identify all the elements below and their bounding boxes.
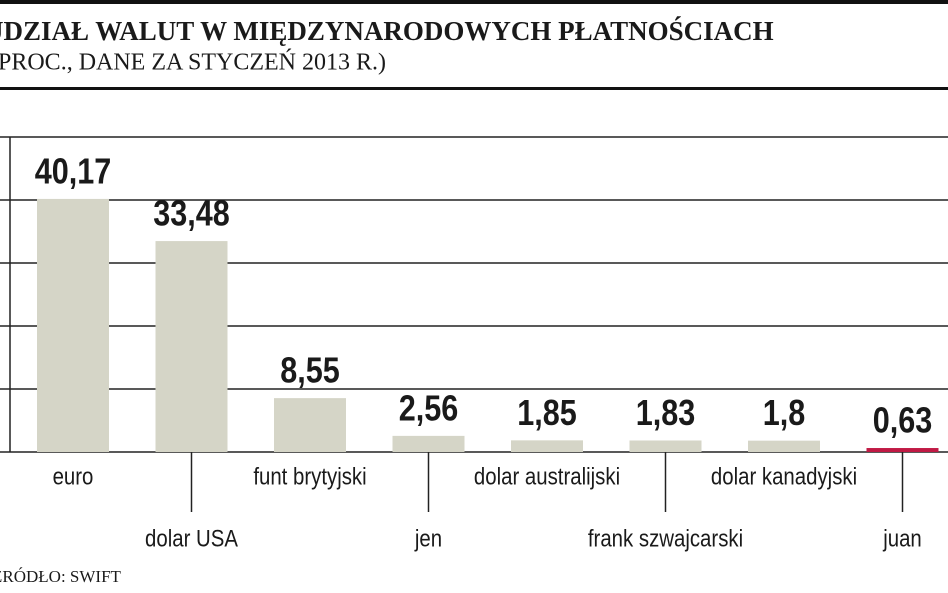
x-tick-label: funt brytyjski xyxy=(253,463,366,490)
chart-subtitle: (PROC., DANE ZA STYCZEŃ 2013 R.) xyxy=(0,50,386,76)
x-tick-label: dolar kanadyjski xyxy=(711,463,857,490)
value-label: 8,55 xyxy=(280,351,340,391)
x-tick-label: dolar USA xyxy=(145,525,238,552)
source: ŹRÓDŁO: SWIFT xyxy=(0,567,122,586)
value-label: 33,48 xyxy=(153,194,230,234)
value-label: 0,63 xyxy=(873,401,933,441)
header-rule xyxy=(0,87,948,90)
bar xyxy=(511,440,583,452)
bar xyxy=(274,398,346,452)
value-label: 2,56 xyxy=(399,389,459,429)
value-label: 1,85 xyxy=(517,394,577,434)
value-label: 1,8 xyxy=(763,394,806,434)
value-label: 1,83 xyxy=(636,394,696,434)
x-tick-label: dolar australijski xyxy=(474,463,620,490)
x-tick-label: juan xyxy=(882,525,921,552)
bar xyxy=(866,448,939,452)
x-tick-label: euro xyxy=(53,463,94,490)
x-tick-label: jen xyxy=(414,525,442,552)
top-rule xyxy=(0,0,948,4)
x-tick-label: frank szwajcarski xyxy=(588,525,743,552)
bar xyxy=(155,241,228,452)
chart-title: UDZIAŁ WALUT W MIĘDZYNARODOWYCH PŁATNOŚC… xyxy=(0,16,774,46)
bar xyxy=(629,440,702,452)
bar xyxy=(392,435,465,452)
bar xyxy=(37,198,109,452)
value-label: 40,17 xyxy=(35,152,112,192)
bar xyxy=(748,440,820,452)
